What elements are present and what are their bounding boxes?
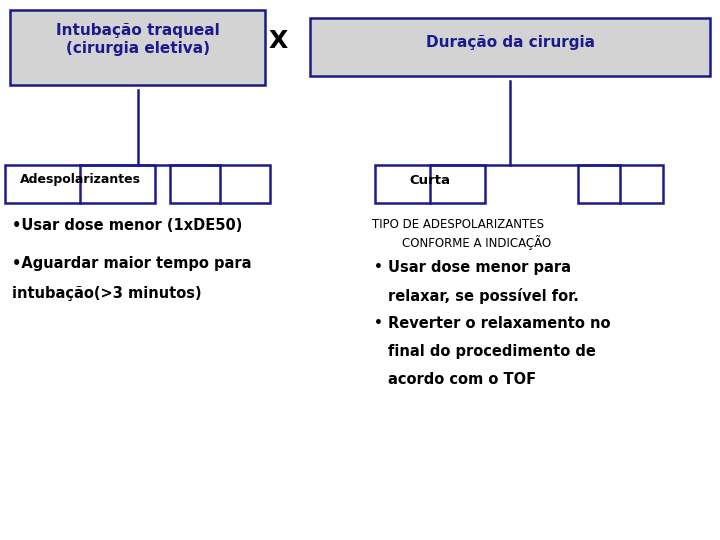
- Text: relaxar, se possível for.: relaxar, se possível for.: [388, 288, 579, 304]
- Text: •: •: [374, 260, 383, 274]
- Text: Curta: Curta: [410, 173, 451, 186]
- Text: •: •: [374, 316, 383, 330]
- Bar: [310, 18, 710, 76]
- Text: Reverter o relaxamento no: Reverter o relaxamento no: [388, 316, 611, 331]
- Bar: [375, 165, 485, 203]
- Text: Usar dose menor para: Usar dose menor para: [388, 260, 571, 275]
- Text: X: X: [269, 30, 287, 53]
- Text: •Aguardar maior tempo para: •Aguardar maior tempo para: [12, 256, 251, 271]
- Text: •Usar dose menor (1xDE50): •Usar dose menor (1xDE50): [12, 218, 243, 233]
- Text: Adespolarizantes: Adespolarizantes: [19, 173, 140, 186]
- Bar: [577, 165, 662, 203]
- Bar: [10, 10, 265, 85]
- Text: CONFORME A INDICAÇÃO: CONFORME A INDICAÇÃO: [402, 235, 551, 250]
- Bar: [170, 165, 270, 203]
- Text: Intubação traqueal
(cirurgia eletiva): Intubação traqueal (cirurgia eletiva): [55, 23, 220, 56]
- Bar: [5, 165, 155, 203]
- Text: acordo com o TOF: acordo com o TOF: [388, 372, 536, 387]
- Text: intubação(>3 minutos): intubação(>3 minutos): [12, 286, 202, 301]
- Text: final do procedimento de: final do procedimento de: [388, 344, 596, 359]
- Text: TIPO DE ADESPOLARIZANTES: TIPO DE ADESPOLARIZANTES: [372, 218, 544, 231]
- Text: Duração da cirurgia: Duração da cirurgia: [426, 36, 595, 51]
